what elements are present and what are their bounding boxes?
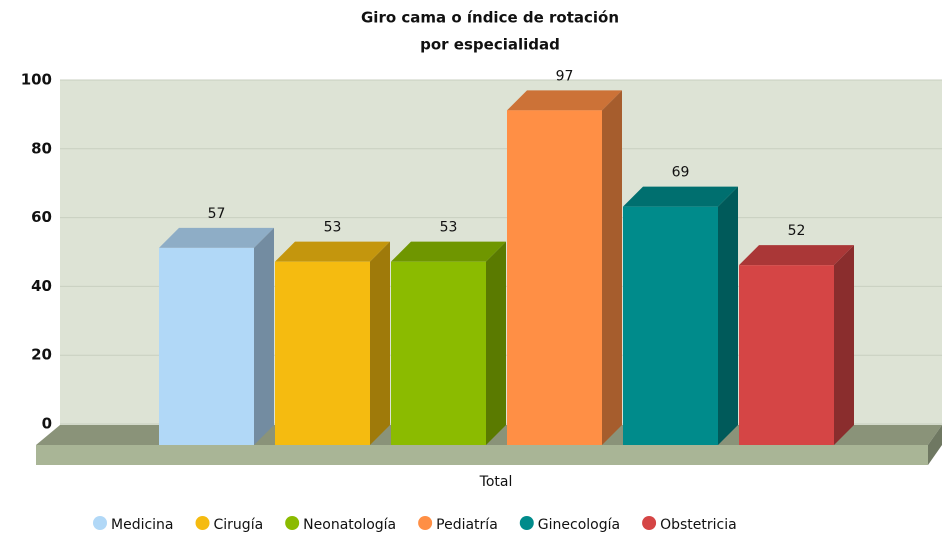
bar-front	[391, 261, 486, 445]
value-label: 57	[208, 206, 226, 222]
legend-marker	[93, 516, 107, 530]
bar-side	[834, 245, 854, 445]
floor-side	[928, 425, 942, 465]
value-label: 52	[788, 223, 806, 239]
y-tick-label: 100	[21, 71, 52, 89]
legend-label: Cirugía	[214, 517, 264, 533]
bar	[507, 90, 622, 445]
bar-top	[507, 90, 622, 111]
legend-label: Medicina	[111, 517, 174, 533]
y-tick-label: 0	[42, 415, 52, 433]
bar-side	[486, 241, 506, 445]
legend-label: Ginecología	[538, 517, 620, 533]
bar-side	[370, 241, 390, 445]
bar-side	[602, 90, 622, 445]
chart-subtitle: por especialidad	[420, 36, 560, 54]
y-tick-label: 80	[31, 139, 52, 157]
y-tick-label: 40	[31, 277, 52, 295]
legend-marker	[418, 516, 433, 530]
bar	[739, 245, 854, 445]
bar-side	[254, 227, 274, 445]
bar-front	[623, 206, 718, 445]
bar	[159, 227, 274, 445]
legend-marker	[519, 516, 534, 530]
value-label: 97	[556, 68, 574, 84]
y-tick-label: 20	[31, 346, 52, 364]
bar-top	[275, 241, 390, 262]
y-tick-label: 60	[31, 208, 52, 226]
bar-top	[739, 245, 854, 266]
floor-front	[36, 445, 928, 465]
bar-front	[739, 265, 834, 445]
bar-front	[159, 247, 254, 445]
value-label: 53	[324, 220, 342, 236]
x-tick-label: Total	[479, 474, 513, 490]
legend-label: Neonatología	[303, 517, 396, 533]
bar-top	[391, 241, 506, 262]
bar	[275, 241, 390, 445]
value-label: 53	[440, 220, 458, 236]
legend-marker	[285, 516, 300, 530]
value-label: 69	[672, 165, 690, 181]
bar-top	[623, 186, 738, 207]
bar-front	[275, 261, 370, 445]
bar	[391, 241, 506, 445]
legend-marker	[642, 516, 657, 530]
bar-front	[507, 110, 602, 445]
legend-marker	[195, 516, 210, 530]
bar-side	[718, 186, 738, 445]
chart-title: Giro cama o índice de rotación	[361, 9, 619, 27]
bar	[623, 186, 738, 445]
legend-label: Obstetricia	[660, 517, 737, 533]
bar-top	[159, 227, 274, 248]
legend-label: Pediatría	[436, 517, 498, 533]
